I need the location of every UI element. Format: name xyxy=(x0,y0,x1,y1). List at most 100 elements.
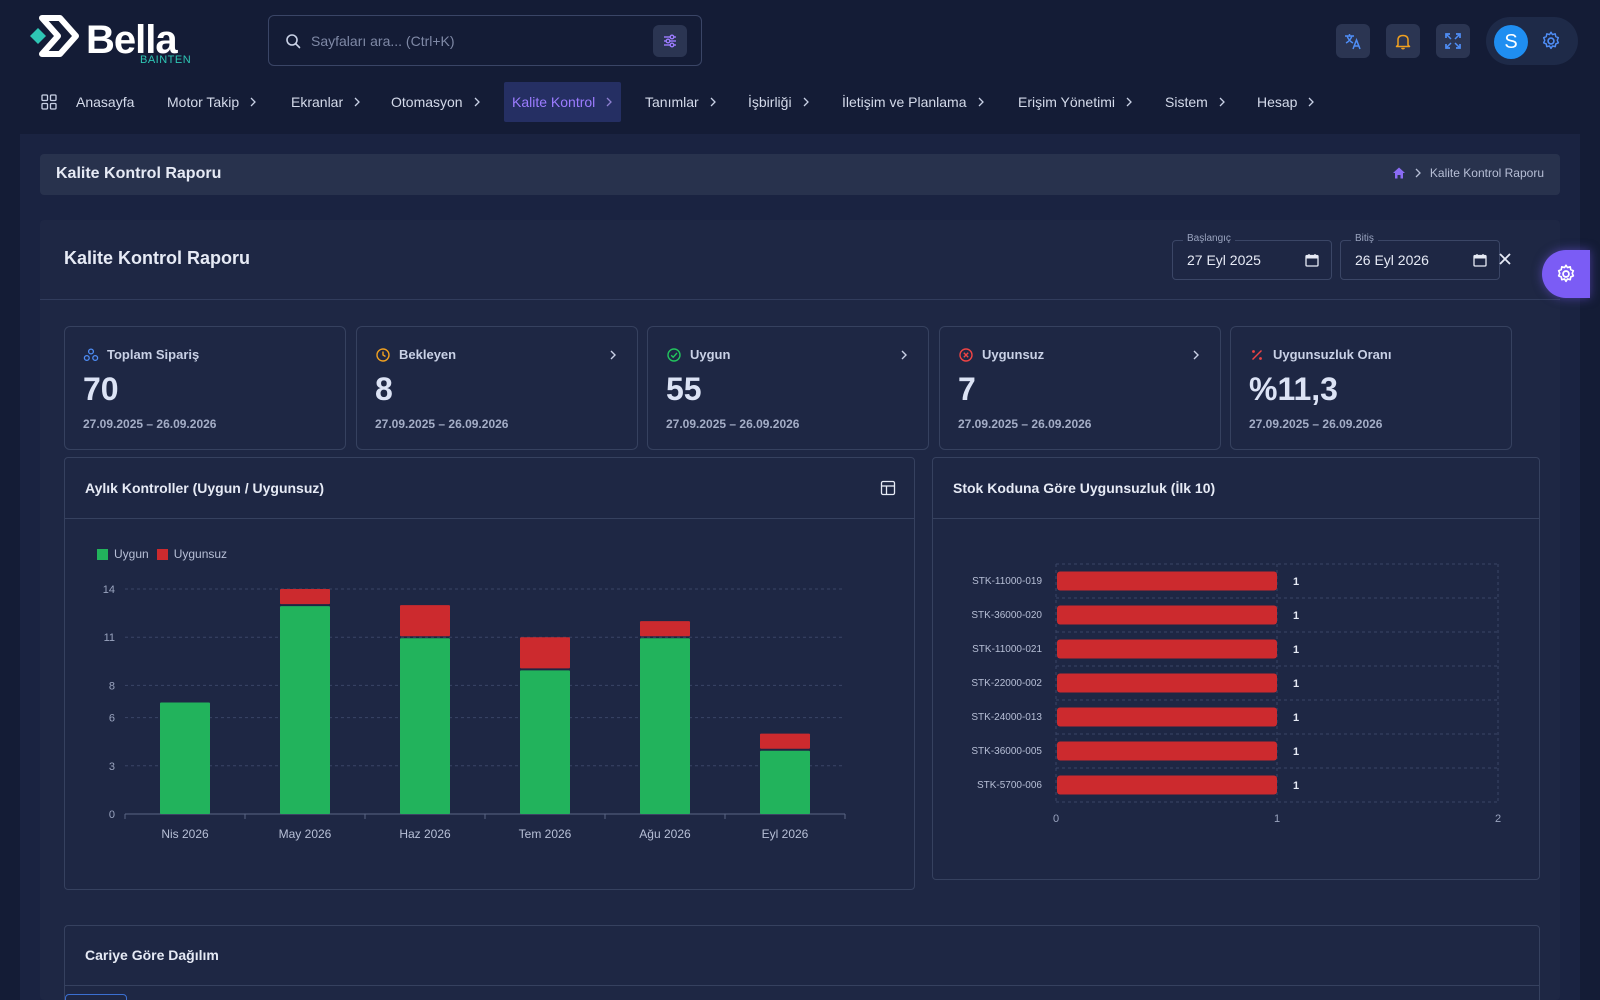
y-tick-label: 8 xyxy=(109,680,115,692)
nav-item-hesap[interactable]: Hesap xyxy=(1257,82,1315,122)
avatar[interactable]: S xyxy=(1494,25,1528,59)
stat-card-uygunsuz[interactable]: Uygunsuz 7 27.09.2025 – 26.09.2026 xyxy=(939,326,1221,450)
bar-segment-uygunsuz xyxy=(280,589,330,605)
legend-item-uygunsuz[interactable]: Uygunsuz xyxy=(156,547,227,561)
stat-card-bekleyen[interactable]: Bekleyen 8 27.09.2025 – 26.09.2026 xyxy=(356,326,638,450)
start-date-input[interactable]: Başlangıç 27 Eyl 2025 xyxy=(1172,233,1332,280)
x-tick-label: Nis 2026 xyxy=(161,827,209,841)
nav-item-isbirligi[interactable]: İşbirliği xyxy=(748,82,810,122)
y-tick-label: 14 xyxy=(103,584,115,596)
nav-item-tanimlar[interactable]: Tanımlar xyxy=(645,82,717,122)
bar-segment-uygun xyxy=(280,606,330,814)
nav-item-erisim-yonetimi[interactable]: Erişim Yönetimi xyxy=(1018,82,1133,122)
bell-icon xyxy=(1395,34,1411,50)
table-view-icon[interactable] xyxy=(880,480,896,496)
nav-item-iletisim-planlama[interactable]: İletişim ve Planlama xyxy=(842,82,985,122)
y-tick-label: 6 xyxy=(109,713,115,725)
chevron-right-icon xyxy=(1219,97,1225,107)
end-date-value: 26 Eyl 2026 xyxy=(1355,252,1429,268)
logo-subtext: BAINTEN xyxy=(140,54,192,66)
clear-dates-close-icon[interactable] xyxy=(1496,250,1514,268)
x-tick-label: Tem 2026 xyxy=(519,827,572,841)
bar-segment-uygun xyxy=(760,750,810,814)
nav-item-anasayfa[interactable]: Anasayfa xyxy=(76,94,135,110)
stat-label: Toplam Sipariş xyxy=(107,347,200,362)
nav-item-kalite-kontrol[interactable]: Kalite Kontrol xyxy=(504,82,622,122)
bar-segment-uygun xyxy=(520,670,570,814)
stat-range: 27.09.2025 – 26.09.2026 xyxy=(958,417,1092,431)
bar-segment-uygun xyxy=(400,638,450,814)
bar-segment-uygun xyxy=(160,702,210,814)
chevron-right-icon xyxy=(1309,97,1315,107)
nav-item-ekranlar[interactable]: Ekranlar xyxy=(291,82,361,122)
calendar-icon[interactable] xyxy=(1305,253,1319,267)
nav-item-sistem[interactable]: Sistem xyxy=(1165,82,1226,122)
search-box[interactable] xyxy=(268,15,702,66)
chart-title: Aylık Kontroller (Uygun / Uygunsuz) xyxy=(85,480,325,496)
stat-label: Bekleyen xyxy=(399,347,457,362)
chart-legend: Uygun Uygunsuz xyxy=(97,547,235,561)
search-input[interactable] xyxy=(311,28,641,54)
settings-gear-icon[interactable] xyxy=(1540,30,1562,52)
chevron-right-icon xyxy=(1193,350,1199,360)
y-tick-label: STK-36000-020 xyxy=(971,610,1042,621)
legend-item-uygun[interactable]: Uygun xyxy=(97,547,149,561)
nav-item-motor-takip[interactable]: Motor Takip xyxy=(167,82,257,122)
translate-button[interactable] xyxy=(1336,24,1370,58)
divider xyxy=(65,985,1539,986)
report-card-header: Kalite Kontrol Raporu Başlangıç 27 Eyl 2… xyxy=(40,220,1560,300)
notifications-button[interactable] xyxy=(1386,24,1420,58)
bar-segment-uygunsuz xyxy=(760,733,810,749)
search-filter-button[interactable] xyxy=(653,25,687,57)
clock-icon xyxy=(376,348,390,362)
bar xyxy=(1057,605,1277,625)
x-tick-label: 0 xyxy=(1053,813,1059,825)
chart-header: Stok Koduna Göre Uygunsuzluk (İlk 10) xyxy=(933,458,1539,519)
bar xyxy=(1057,673,1277,693)
toolbar-button[interactable] xyxy=(65,994,127,1000)
nav-item-otomasyon[interactable]: Otomasyon xyxy=(391,82,481,122)
bar-segment-uygun xyxy=(640,638,690,814)
x-tick-label: May 2026 xyxy=(279,827,332,841)
group-icon xyxy=(83,348,99,362)
main-nav: Anasayfa Motor Takip Ekranlar Otomasyon … xyxy=(0,80,1600,124)
settings-fab-button[interactable] xyxy=(1542,250,1590,298)
home-icon[interactable] xyxy=(1392,166,1406,180)
bar-segment-uygunsuz xyxy=(400,605,450,637)
fullscreen-button[interactable] xyxy=(1436,24,1470,58)
logo[interactable]: Bella BAINTEN xyxy=(28,14,208,70)
chevron-right-icon xyxy=(710,97,716,107)
data-label: 1 xyxy=(1293,746,1299,758)
calendar-icon[interactable] xyxy=(1473,253,1487,267)
top-bar: Bella BAINTEN xyxy=(0,0,1600,80)
x-tick-label: Haz 2026 xyxy=(399,827,451,841)
stat-value: 55 xyxy=(666,371,702,407)
chevron-right-icon xyxy=(978,97,984,107)
end-date-input[interactable]: Bitiş 26 Eyl 2026 xyxy=(1340,233,1500,280)
y-tick-label: 3 xyxy=(109,761,115,773)
stock-nonconformity-chart: Stok Koduna Göre Uygunsuzluk (İlk 10) 0 1… xyxy=(932,457,1540,880)
page-title: Kalite Kontrol Raporu xyxy=(56,165,222,182)
dashboard-grid-icon xyxy=(41,94,57,110)
x-tick-label: Ağu 2026 xyxy=(639,827,691,841)
data-label: 1 xyxy=(1293,678,1299,690)
bar xyxy=(1057,707,1277,727)
y-tick-label: STK-5700-006 xyxy=(977,780,1042,791)
user-menu[interactable]: S xyxy=(1486,17,1578,65)
content-area: Kalite Kontrol Raporu Kalite Kontrol Rap… xyxy=(20,134,1580,1000)
stat-card-uygun[interactable]: Uygun 55 27.09.2025 – 26.09.2026 xyxy=(647,326,929,450)
cari-distribution-section: Cariye Göre Dağılım xyxy=(64,925,1540,1000)
stat-value: %11,3 xyxy=(1249,371,1338,407)
bar-segment-uygunsuz xyxy=(640,621,690,637)
x-tick-label: 2 xyxy=(1495,813,1501,825)
stat-card-toplam-siparis: Toplam Sipariş 70 27.09.2025 – 26.09.202… xyxy=(64,326,346,450)
breadcrumb: Kalite Kontrol Raporu xyxy=(1392,166,1544,180)
y-tick-label: STK-11000-021 xyxy=(972,644,1042,655)
stat-label: Uygunsuz xyxy=(982,347,1045,362)
bar xyxy=(1057,775,1277,795)
chevron-right-icon xyxy=(354,97,361,107)
legend-swatch xyxy=(156,548,168,560)
stat-card-uygunsuzluk-orani: Uygunsuzluk Oranı %11,3 27.09.2025 – 26.… xyxy=(1230,326,1512,450)
bar-segment-uygunsuz xyxy=(520,637,570,669)
x-circle-icon xyxy=(959,348,973,362)
